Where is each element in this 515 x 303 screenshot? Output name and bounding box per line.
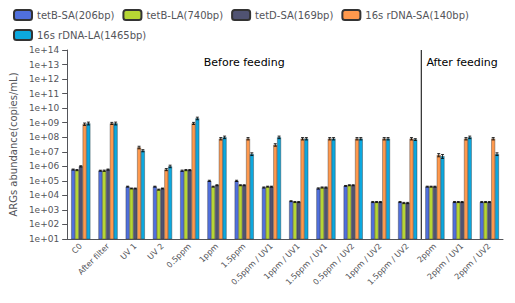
- svg-text:1e+02: 1e+02: [29, 219, 59, 229]
- svg-text:1.5ppm: 1.5ppm: [219, 241, 248, 270]
- svg-text:1ppm / UV1: 1ppm / UV1: [262, 241, 302, 282]
- svg-text:1e+08: 1e+08: [29, 132, 60, 142]
- svg-text:1e+04: 1e+04: [29, 190, 60, 200]
- svg-text:1.5ppm / UV2: 1.5ppm / UV2: [366, 242, 411, 287]
- svg-text:0.5ppm / UV2: 0.5ppm / UV2: [311, 241, 357, 287]
- svg-text:1ppm / UV2: 1ppm / UV2: [343, 241, 384, 282]
- svg-text:1e+14: 1e+14: [29, 45, 60, 55]
- svg-text:1e+09: 1e+09: [29, 118, 60, 128]
- svg-text:1e+13: 1e+13: [29, 60, 59, 70]
- svg-text:UV 2: UV 2: [146, 242, 166, 262]
- svg-text:1e+06: 1e+06: [29, 161, 60, 171]
- svg-text:0.5ppm / UV1: 0.5ppm / UV1: [229, 241, 275, 287]
- svg-text:1e+01: 1e+01: [29, 234, 59, 244]
- svg-text:1e+10: 1e+10: [29, 103, 60, 113]
- svg-text:1e+07: 1e+07: [29, 147, 59, 157]
- svg-text:2ppm / UV2: 2ppm / UV2: [453, 242, 493, 282]
- svg-text:1e+05: 1e+05: [29, 176, 59, 186]
- svg-text:16s rDNA-SA(140bp): 16s rDNA-SA(140bp): [365, 10, 469, 21]
- svg-text:ARGs abundance(copies/mL): ARGs abundance(copies/mL): [8, 72, 19, 216]
- svg-text:1e+11: 1e+11: [29, 89, 59, 99]
- svg-text:1ppm: 1ppm: [198, 242, 221, 265]
- svg-text:tetB-SA(206bp): tetB-SA(206bp): [37, 10, 115, 21]
- svg-text:C0: C0: [70, 242, 84, 256]
- svg-text:After feeding: After feeding: [426, 56, 497, 69]
- svg-text:1.5ppm / UV1: 1.5ppm / UV1: [284, 241, 330, 287]
- svg-text:2ppm: 2ppm: [415, 242, 438, 265]
- svg-text:tetD-SA(169bp): tetD-SA(169bp): [255, 10, 333, 21]
- svg-text:0.5ppm: 0.5ppm: [165, 242, 193, 270]
- svg-text:2ppm / UV1: 2ppm / UV1: [425, 241, 466, 282]
- svg-text:16s rDNA-LA(1465bp): 16s rDNA-LA(1465bp): [37, 30, 146, 41]
- svg-text:Before feeding: Before feeding: [204, 56, 285, 69]
- svg-text:1e+12: 1e+12: [29, 74, 59, 84]
- svg-text:tetB-LA(740bp): tetB-LA(740bp): [146, 10, 223, 21]
- svg-text:After filter: After filter: [76, 241, 111, 276]
- svg-text:1e+03: 1e+03: [29, 205, 59, 215]
- svg-text:UV 1: UV 1: [119, 242, 139, 262]
